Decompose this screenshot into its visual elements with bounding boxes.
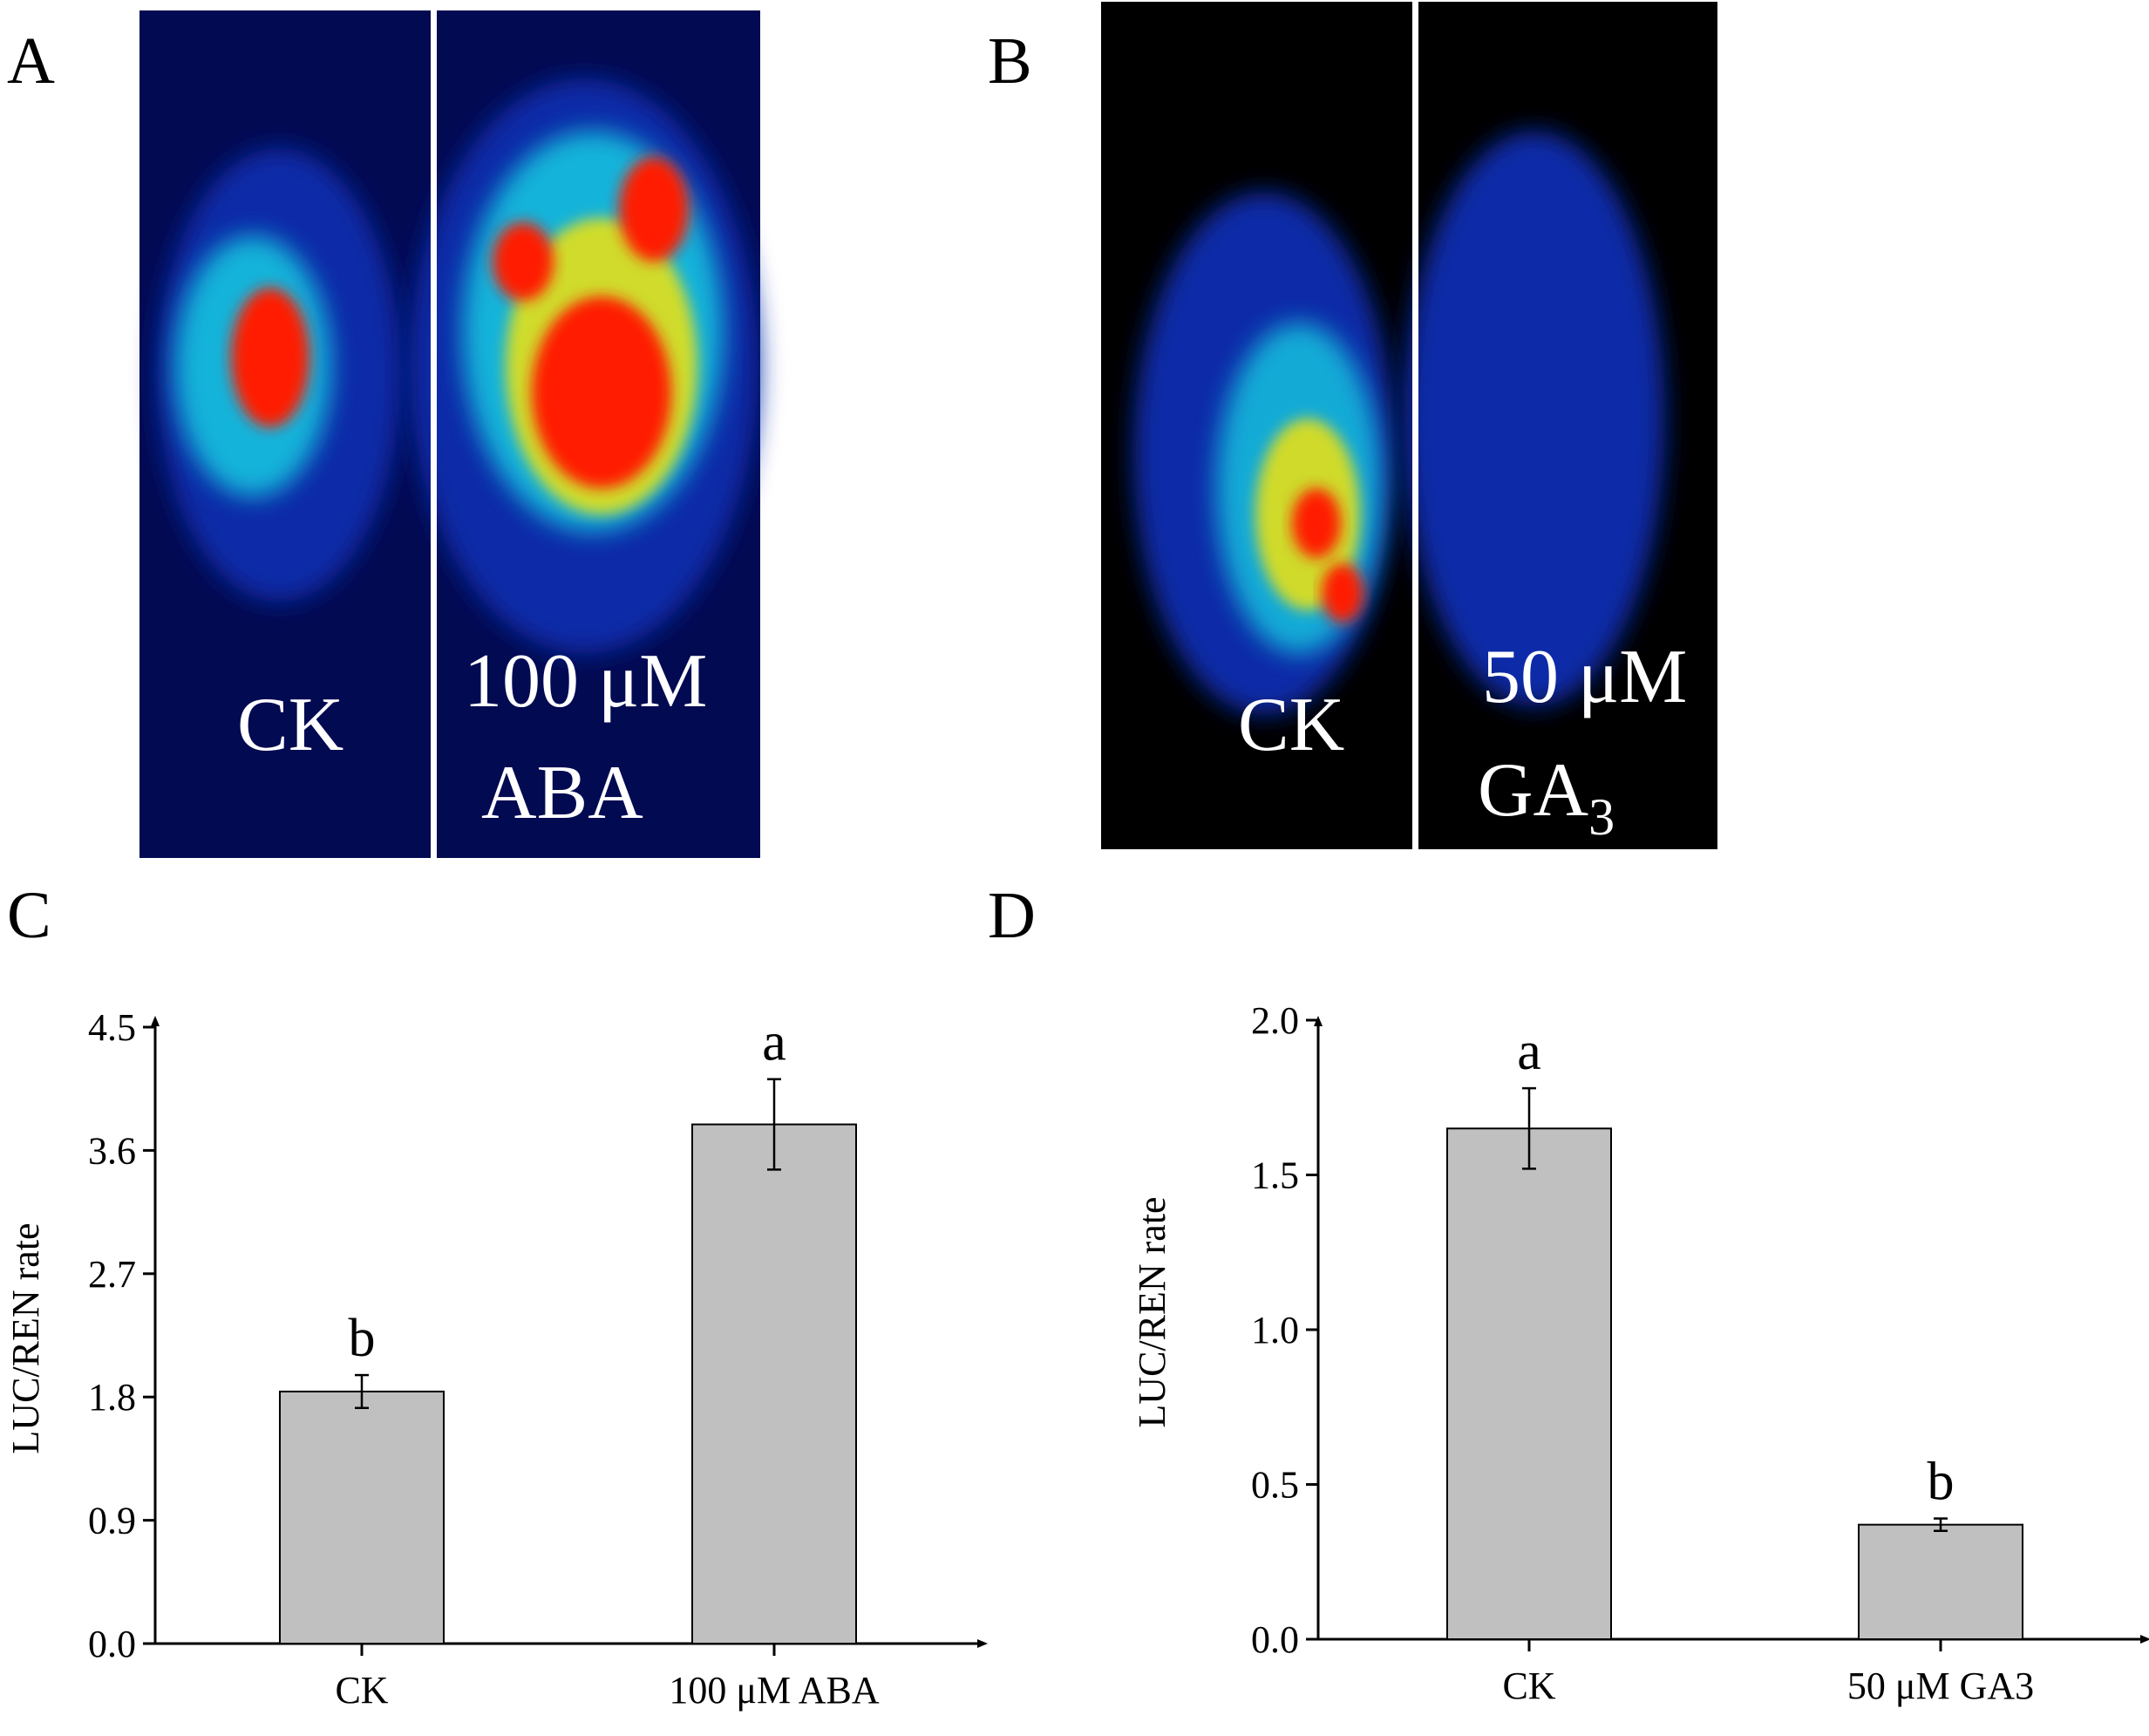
- chart-d-y-axis-title: LUC/REN rate: [1131, 1196, 1173, 1427]
- panel-b-hot-left-2: [1322, 563, 1364, 623]
- panel-a-hot-right-1: [532, 296, 671, 488]
- panel-a-right-label-line1: 100 μM: [464, 639, 707, 724]
- y-tick-label: 3.6: [88, 1129, 136, 1172]
- panel-a-hot-right-2: [619, 157, 689, 262]
- y-tick-label: 1.8: [88, 1376, 136, 1419]
- panel-d-label: D: [988, 879, 1036, 952]
- y-tick-label: 1.0: [1251, 1309, 1299, 1351]
- chart-d: 0.0 0.5 1.0 1.5 2.0 a b CK 50 μM GA3 LUC/REN r…: [1131, 999, 2146, 1707]
- x-tick-label: CK: [335, 1669, 388, 1712]
- bar: [692, 1125, 856, 1644]
- chart-d-x-ticks: CK 50 μM GA3: [1502, 1639, 2034, 1707]
- y-tick-label: 0.9: [88, 1500, 136, 1542]
- panel-a-divider: [431, 10, 437, 858]
- significance-label: b: [1928, 1453, 1955, 1512]
- panel-c-label: C: [7, 879, 51, 952]
- panel-b-divider: [1412, 2, 1418, 849]
- y-tick-label: 0.0: [88, 1623, 136, 1665]
- panel-b-right-label-line1: 50 μM: [1482, 635, 1687, 719]
- bar: [1447, 1128, 1611, 1639]
- chart-c: 0.0 0.9 1.8 2.7 3.6 4.5 b a CK 100 μM ABA LUC/R…: [4, 1006, 983, 1712]
- y-tick-label: 0.5: [1251, 1464, 1299, 1507]
- y-tick-label: 2.7: [88, 1253, 136, 1296]
- chart-c-x-ticks: CK 100 μM ABA: [335, 1644, 879, 1712]
- panel-b-leaf-right: [1404, 131, 1665, 706]
- figure: CK 100 μM ABA CK 50 μM GA3 A B C D 0.00.…: [0, 0, 2149, 1736]
- panel-b-image: CK 50 μM GA3: [1101, 2, 1717, 849]
- panel-b-left-label: CK: [1238, 683, 1344, 767]
- panel-a-hot-right-3: [493, 222, 554, 301]
- bar: [280, 1392, 444, 1644]
- bar: [1859, 1525, 2023, 1639]
- panel-a-image: CK 100 μM ABA: [139, 10, 760, 858]
- panel-b-hot-left-1: [1292, 488, 1341, 558]
- significance-label: a: [762, 1013, 786, 1072]
- y-tick-label: 4.5: [88, 1006, 136, 1049]
- panel-a-label: A: [7, 24, 55, 98]
- y-tick-label: 0.0: [1251, 1618, 1299, 1661]
- panel-a-left-label: CK: [237, 683, 343, 767]
- x-tick-label: 100 μM ABA: [669, 1669, 879, 1712]
- panel-b-label: B: [988, 24, 1032, 98]
- chart-c-bars: [280, 1125, 856, 1644]
- panel-a-hot-left: [231, 288, 309, 427]
- panel-b-right-label-main: GA: [1478, 748, 1588, 833]
- panel-b-right-label-sub: 3: [1588, 788, 1615, 846]
- chart-d-y-ticks: 0.0 0.5 1.0 1.5 2.0: [1251, 999, 1318, 1661]
- x-tick-label: CK: [1502, 1665, 1555, 1707]
- chart-c-y-axis-title: LUC/REN rate: [4, 1222, 47, 1453]
- x-tick-label: 50 μM GA3: [1847, 1665, 2034, 1707]
- chart-d-bars: [1447, 1128, 2023, 1639]
- significance-label: b: [349, 1309, 376, 1368]
- chart-c-y-ticks: 0.0 0.9 1.8 2.7 3.6 4.5: [88, 1006, 155, 1665]
- panel-a-right-label-line2: ABA: [481, 751, 643, 835]
- y-tick-label: 1.5: [1251, 1154, 1299, 1197]
- y-tick-label: 2.0: [1251, 999, 1299, 1042]
- significance-label: a: [1517, 1022, 1541, 1081]
